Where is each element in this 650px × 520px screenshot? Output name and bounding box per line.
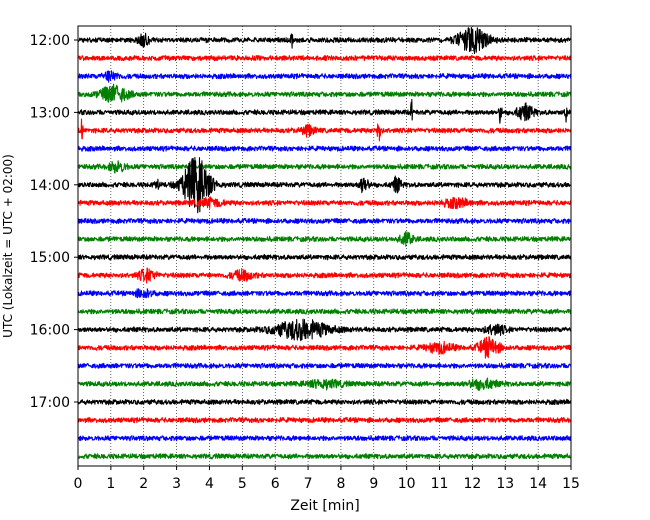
x-tick-label: 12 [463,476,481,492]
trace-1615 [77,336,572,359]
x-axis-title: Zeit [min] [290,498,359,514]
x-tick-label: 5 [238,476,247,492]
y-axis: 12:00 13:00 14:00 15:00 16:00 17:00 [30,33,78,411]
trace-1500 [77,254,572,261]
x-tick-label: 0 [74,476,83,492]
y-tick-label: 14:00 [30,178,70,194]
x-tick-label: 13 [496,476,514,492]
x-axis: 0 1 2 3 4 5 6 7 8 9 10 11 12 13 14 15 [74,466,580,492]
trace-1545 [77,308,572,315]
trace-1730 [77,435,572,442]
seismogram-traces [77,26,572,460]
trace-1715 [77,416,572,424]
x-tick-label: 14 [529,476,547,492]
y-axis-title: UTC (Lokalzeit = UTC + 02:00) [1,154,15,338]
trace-1515 [77,267,572,284]
y-tick-label: 13:00 [30,105,70,121]
trace-1300 [77,98,572,124]
trace-1315 [77,118,572,142]
x-tick-label: 1 [106,476,115,492]
x-tick-label: 11 [431,476,449,492]
y-tick-label: 15:00 [30,250,70,266]
trace-1230 [77,70,572,83]
x-tick-label: 4 [205,476,214,492]
trace-1530 [77,288,572,299]
trace-1445 [77,231,572,247]
trace-1415 [77,196,572,210]
y-tick-label: 12:00 [30,33,70,49]
y-tick-label: 17:00 [30,395,70,411]
x-tick-label: 9 [369,476,378,492]
trace-1630 [77,362,572,369]
x-tick-label: 6 [271,476,280,492]
trace-1215 [77,54,572,62]
trace-1245 [77,83,572,103]
trace-1600 [77,318,572,342]
trace-1645 [77,377,572,392]
x-tick-label: 7 [304,476,313,492]
plot-frame [77,25,572,467]
x-tick-label: 15 [562,476,580,492]
trace-1430 [77,217,572,225]
x-tick-label: 8 [336,476,345,492]
trace-1200 [77,26,572,55]
x-tick-label: 2 [139,476,148,492]
trace-1400 [77,156,572,214]
x-tick-label: 10 [398,476,416,492]
trace-1745 [77,453,572,460]
x-tick-label: 3 [172,476,181,492]
trace-1330 [77,145,572,152]
trace-1700 [77,398,572,406]
trace-1345 [77,160,572,174]
y-tick-label: 16:00 [30,323,70,339]
